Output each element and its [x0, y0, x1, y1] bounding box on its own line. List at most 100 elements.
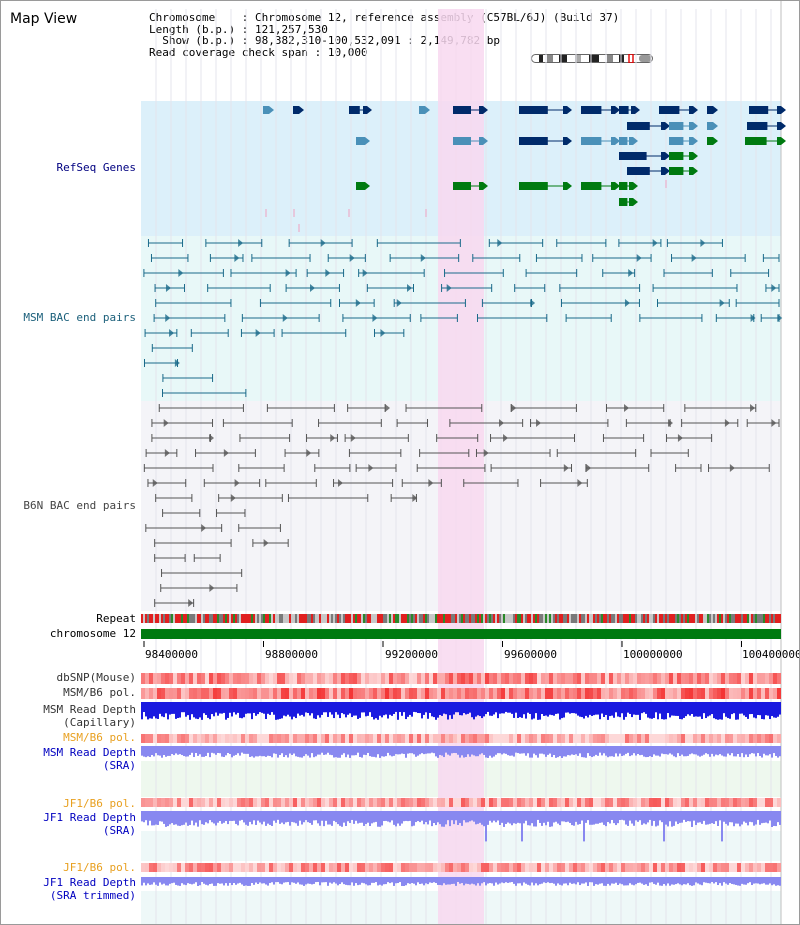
msm-b6-pol-strip-2: [357, 734, 361, 743]
jf1-depth-sra-bar: [429, 811, 431, 821]
track-label-repeat[interactable]: Repeat: [96, 612, 136, 625]
msm-b6-pol-strip: [325, 688, 329, 699]
jf1-depth-trimmed-bar: [617, 877, 619, 885]
msm-depth-sra-bar: [759, 746, 761, 756]
jf1-depth-sra-bar: [605, 811, 607, 827]
msm-b6-pol-strip-2: [721, 734, 725, 743]
msm-depth-capillary-bar: [283, 702, 285, 716]
repeat-element: [271, 614, 273, 623]
track-label-b6n-bac[interactable]: B6N BAC end pairs: [23, 499, 136, 512]
jf1-depth-sra-bar: [729, 811, 731, 823]
b6n-bac-arrow: [234, 479, 240, 487]
jf1-depth-sra-bar: [769, 811, 771, 821]
track-label-refseq[interactable]: RefSeq Genes: [56, 161, 136, 174]
jf1-depth-trimmed-bar: [689, 877, 691, 886]
repeat-element: [707, 614, 709, 623]
msm-depth-capillary-bar: [431, 702, 433, 717]
msm-depth-capillary-bar: [571, 702, 573, 714]
track-label-jf1-b6-pol-2[interactable]: JF1/B6 pol.: [63, 861, 136, 874]
track-label-jf1-depth-sra[interactable]: JF1 Read Depth (SRA): [43, 811, 136, 837]
track-label-msm-b6-pol-2[interactable]: MSM/B6 pol.: [63, 731, 136, 744]
msm-depth-sra-bar: [393, 746, 395, 756]
msm-depth-sra-bar: [645, 746, 647, 758]
track-label-jf1-depth-trimmed[interactable]: JF1 Read Depth (SRA trimmed): [43, 876, 136, 902]
repeat-element: [567, 614, 569, 623]
msm-depth-capillary-bar: [701, 702, 703, 719]
repeat-element: [309, 614, 311, 623]
msm-depth-sra-bar: [361, 746, 363, 758]
jf1-b6-pol-strip: [197, 798, 201, 807]
msm-depth-sra-bar: [345, 746, 347, 758]
track-label-msm-depth-sra[interactable]: MSM Read Depth (SRA): [43, 746, 136, 772]
msm-b6-pol-strip: [253, 688, 257, 699]
chromosome-ideogram[interactable]: [531, 54, 653, 63]
msm-depth-capillary-bar: [555, 702, 557, 714]
msm-depth-sra-bar: [597, 746, 599, 756]
repeat-element: [145, 614, 147, 623]
repeat-element: [411, 614, 413, 623]
refseq-gene-exon: [479, 137, 483, 145]
jf1-depth-trimmed-bar: [537, 877, 539, 886]
track-label-dbsnp[interactable]: dbSNP(Mouse): [56, 671, 136, 684]
msm-depth-sra-bar: [689, 746, 691, 755]
jf1-b6-pol-strip: [737, 798, 741, 807]
jf1-depth-sra-bar: [601, 811, 603, 823]
msm-depth-sra-bar: [225, 746, 227, 756]
repeat-element: [419, 614, 421, 623]
repeat-element: [377, 614, 379, 623]
msm-depth-sra-bar: [283, 746, 285, 758]
jf1-depth-trimmed-bar: [327, 877, 329, 886]
track-label-msm-b6-pol[interactable]: MSM/B6 pol.: [63, 686, 136, 699]
jf1-depth-sra-bar: [649, 811, 651, 820]
jf1-depth-sra-bar: [483, 811, 485, 827]
jf1-depth-trimmed-bar: [497, 877, 499, 885]
track-label-msm-bac[interactable]: MSM BAC end pairs: [23, 311, 136, 324]
jf1-depth-trimmed-bar: [475, 877, 477, 886]
repeat-element: [389, 614, 391, 623]
refseq-gene-exon: [629, 198, 633, 206]
track-label-msm-depth-capillary[interactable]: MSM Read Depth (Capillary): [43, 703, 136, 729]
jf1-depth-sra-bar: [215, 811, 217, 826]
msm-depth-capillary-bar: [231, 702, 233, 717]
msm-b6-pol-strip: [745, 688, 749, 699]
msm-depth-capillary-bar: [481, 702, 483, 719]
repeat-element: [681, 614, 683, 623]
track-label-jf1-b6-pol[interactable]: JF1/B6 pol.: [63, 797, 136, 810]
dbsnp-strip: [145, 673, 149, 684]
jf1-depth-trimmed-bar: [607, 877, 609, 884]
msm-depth-capillary-bar: [655, 702, 657, 713]
jf1-depth-sra-bar: [211, 811, 213, 823]
jf1-depth-sra-bar: [451, 811, 453, 821]
msm-depth-capillary-bar: [181, 702, 183, 713]
repeat-element: [469, 614, 471, 623]
msm-b6-pol-strip: [273, 688, 277, 699]
msm-bac-arrow: [349, 254, 355, 262]
jf1-b6-pol-strip-2: [337, 863, 341, 872]
msm-b6-pol-strip: [673, 688, 677, 699]
repeat-element: [233, 614, 235, 623]
msm-depth-capillary-bar: [615, 702, 617, 713]
msm-depth-sra-bar: [493, 746, 495, 757]
repeat-element: [643, 614, 645, 623]
jf1-depth-trimmed-bar: [649, 877, 651, 883]
dbsnp-strip: [357, 673, 361, 684]
refseq-gene-exon: [453, 137, 471, 145]
msm-b6-pol-strip-2: [745, 734, 749, 743]
jf1-depth-sra-bar: [555, 811, 557, 822]
jf1-depth-sra-bar: [619, 811, 621, 821]
jf1-b6-pol-strip-2: [453, 863, 457, 872]
jf1-b6-pol-strip: [777, 798, 781, 807]
jf1-depth-trimmed-bar: [199, 877, 201, 886]
repeat-element: [703, 614, 705, 623]
jf1-depth-sra-bar: [489, 811, 491, 821]
jf1-depth-trimmed-bar: [163, 877, 165, 884]
jf1-b6-pol-strip-2: [633, 863, 637, 872]
refseq-gene-exon: [295, 106, 299, 114]
jf1-depth-sra-bar: [189, 811, 191, 825]
repeat-element: [755, 614, 757, 623]
msm-b6-pol-strip: [229, 688, 233, 699]
jf1-depth-sra-bar: [245, 811, 247, 825]
jf1-b6-pol-strip-2: [313, 863, 317, 872]
jf1-b6-pol-strip: [273, 798, 277, 807]
msm-bac-arrow: [238, 239, 244, 247]
